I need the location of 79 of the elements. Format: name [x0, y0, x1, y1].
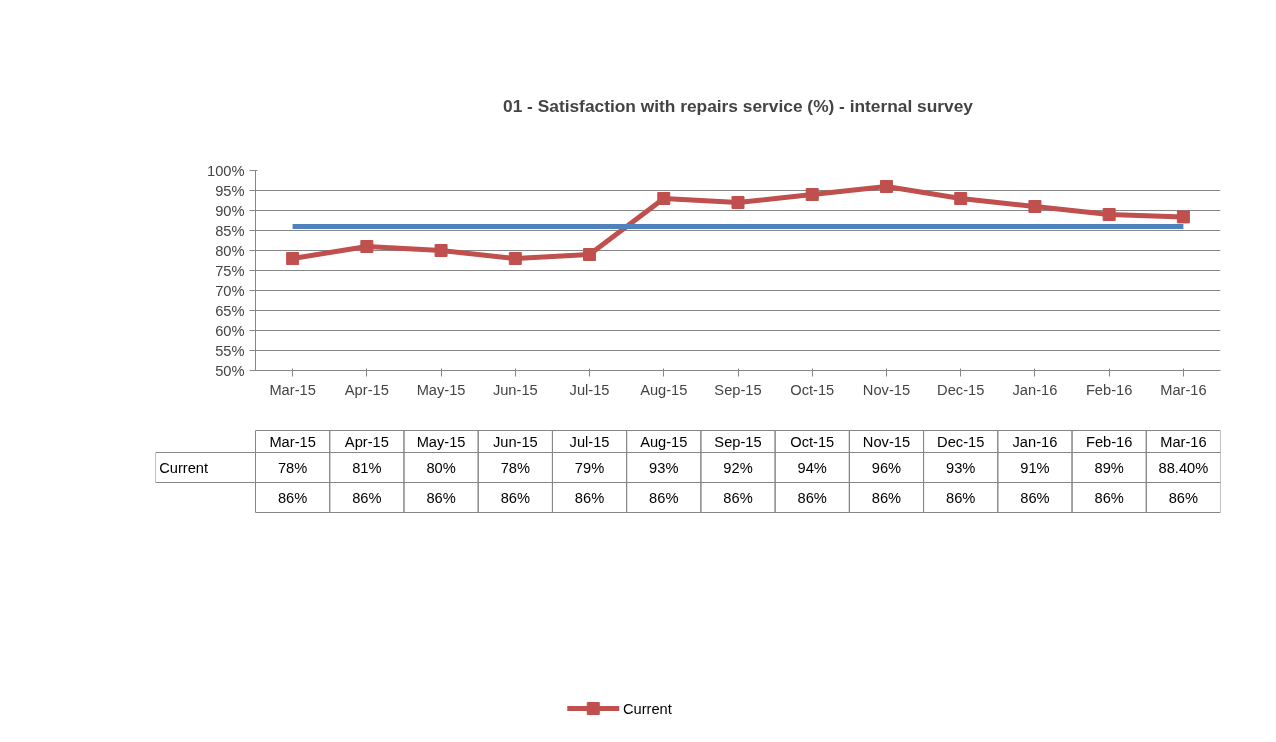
data-label: 94%: [797, 459, 827, 476]
category-label: Aug-15: [640, 433, 688, 450]
category-label: Jul-15: [569, 433, 610, 450]
y-tick-label: 90%: [215, 202, 245, 219]
x-tick-label: Aug-15: [640, 381, 688, 398]
x-tick-label: Jun-15: [492, 381, 538, 398]
category-label: Dec-15: [937, 433, 985, 450]
data-label: 86%: [574, 489, 605, 506]
data-label: 86%: [797, 489, 827, 506]
x-tick-label: Jan-16: [1012, 381, 1058, 398]
x-tick-label: Mar-15: [269, 381, 316, 398]
data-label: 86%: [352, 489, 382, 506]
category-label: Mar-15: [269, 433, 316, 450]
y-tick-label: 100%: [207, 162, 245, 179]
category-label: Nov-15: [862, 433, 911, 450]
data-label: 86%: [946, 489, 976, 506]
point: [879, 180, 893, 193]
point: [657, 192, 671, 205]
y-tick-label: 55%: [215, 342, 245, 359]
point: [1176, 210, 1190, 224]
category-label: Feb-16: [1085, 433, 1133, 450]
point: [434, 244, 448, 257]
chart-title: 01 - Satisfaction with repairs service (%) - internal survey: [503, 95, 974, 116]
category-label: Apr-15: [344, 433, 389, 450]
point: [583, 248, 597, 261]
y-tick-label: 60%: [215, 322, 245, 339]
y-tick-label: 75%: [215, 262, 245, 279]
category-label: Mar-16: [1160, 433, 1207, 450]
x-tick-label: Oct-15: [790, 381, 835, 398]
data-label: 86%: [277, 489, 308, 506]
data-label: 93%: [649, 459, 679, 476]
data-label: 79%: [574, 459, 605, 476]
data-label: 86%: [649, 489, 679, 506]
y-tick-label: 95%: [215, 182, 245, 199]
point: [954, 192, 968, 205]
x-tick-label: May-15: [416, 381, 466, 398]
point: [508, 252, 522, 265]
point: [731, 196, 745, 209]
data-label: 86%: [1020, 489, 1050, 506]
category-label: Jun-15: [492, 433, 538, 450]
x-tick-label: Mar-16: [1160, 381, 1207, 398]
point: [360, 240, 374, 253]
data-label: 89%: [1094, 459, 1124, 476]
category-label: Oct-15: [790, 433, 835, 450]
y-tick-label: 85%: [215, 222, 245, 239]
category-label: May-15: [416, 433, 466, 450]
y-tick-label: 70%: [215, 282, 245, 299]
data-label: 78%: [277, 459, 308, 476]
data-label: 91%: [1020, 459, 1050, 476]
x-tick-label: Apr-15: [344, 381, 389, 398]
data-label: 86%: [500, 489, 530, 506]
data-label: 78%: [500, 459, 530, 476]
x-tick-label: Jul-15: [569, 381, 610, 398]
point: [805, 188, 819, 201]
point: [286, 252, 300, 265]
data-label: 86%: [723, 489, 753, 506]
category-label: Jan-16: [1012, 433, 1058, 450]
category-label: Sep-15: [714, 433, 762, 450]
data-label: 96%: [871, 459, 902, 476]
data-label: 88.40%: [1158, 459, 1209, 476]
x-tick-label: Feb-16: [1085, 381, 1133, 398]
x-tick-label: Dec-15: [937, 381, 985, 398]
data-label: 86%: [1094, 489, 1124, 506]
data-label: 86%: [871, 489, 902, 506]
data-label: 86%: [1168, 489, 1199, 506]
data-label: 92%: [723, 459, 753, 476]
y-tick-label: 65%: [215, 302, 245, 319]
data-label: 86%: [426, 489, 456, 506]
point: [1102, 208, 1116, 221]
x-tick-label: Sep-15: [714, 381, 762, 398]
y-tick-label: 80%: [215, 242, 245, 259]
legend-label: Current: [622, 700, 672, 717]
x-tick-label: Nov-15: [862, 381, 911, 398]
data-label: 80%: [426, 459, 456, 476]
y-tick-label: 50%: [215, 362, 245, 379]
data-label: 81%: [352, 459, 382, 476]
text: Current: [159, 459, 209, 476]
data-label: 93%: [946, 459, 976, 476]
point: [1028, 200, 1042, 213]
